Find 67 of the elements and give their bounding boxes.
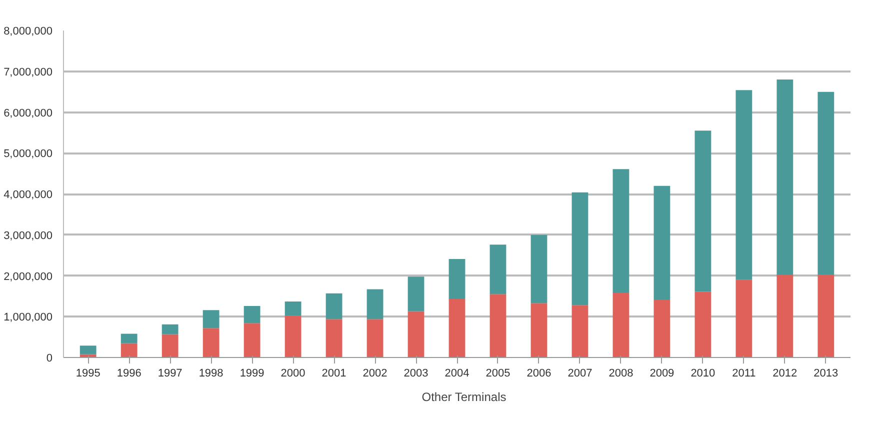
bar bbox=[366, 319, 384, 358]
bar bbox=[326, 293, 342, 320]
bar bbox=[490, 244, 506, 294]
bar bbox=[80, 346, 96, 354]
bar bbox=[530, 303, 548, 358]
y-tick-label: 8,000,000 bbox=[4, 26, 52, 38]
x-tick-label: 1997 bbox=[158, 368, 182, 380]
x-tick-label: 1996 bbox=[116, 368, 142, 380]
x-tick-label: 2010 bbox=[690, 368, 716, 380]
bar bbox=[80, 354, 96, 358]
bar bbox=[818, 274, 834, 358]
bar bbox=[244, 323, 260, 358]
bar bbox=[490, 294, 506, 358]
bar bbox=[120, 334, 138, 344]
bar bbox=[162, 324, 178, 334]
bar bbox=[408, 311, 424, 358]
x-tick-label: 2007 bbox=[568, 368, 592, 380]
bar bbox=[408, 276, 424, 312]
bar bbox=[448, 258, 466, 300]
x-tick-label: 1998 bbox=[198, 368, 224, 380]
bar bbox=[776, 80, 794, 275]
bar bbox=[736, 280, 752, 358]
x-tick-label: 2004 bbox=[444, 368, 470, 380]
y-tick-label: 0 bbox=[46, 352, 53, 364]
bar bbox=[284, 316, 302, 358]
x-tick-label: 2005 bbox=[486, 368, 510, 380]
x-tick-label: 2011 bbox=[732, 368, 756, 380]
bar bbox=[162, 334, 178, 358]
x-tick-label: 2013 bbox=[814, 368, 838, 380]
y-tick-label: 5,000,000 bbox=[4, 148, 52, 160]
y-tick-label: 6,000,000 bbox=[4, 107, 52, 120]
x-tick-label: 2009 bbox=[650, 368, 674, 380]
bar bbox=[654, 299, 670, 358]
bar bbox=[366, 289, 384, 320]
bar bbox=[448, 299, 466, 358]
x-tick-label: 2012 bbox=[772, 368, 798, 380]
bar bbox=[612, 292, 630, 358]
bar bbox=[736, 90, 752, 280]
bar bbox=[694, 130, 712, 292]
bar bbox=[572, 192, 588, 306]
bar bbox=[244, 306, 260, 324]
bar bbox=[654, 186, 670, 300]
bar bbox=[202, 328, 220, 358]
y-tick-label: 1,000,000 bbox=[4, 312, 52, 324]
bar bbox=[120, 343, 138, 358]
bar bbox=[202, 310, 220, 328]
text: Other Terminals bbox=[422, 390, 506, 404]
x-tick-label: 2008 bbox=[608, 368, 634, 380]
bar bbox=[284, 302, 302, 316]
bar bbox=[326, 319, 342, 358]
bar bbox=[694, 292, 712, 358]
y-tick-label: 7,000,000 bbox=[4, 66, 52, 78]
bar bbox=[818, 92, 834, 275]
y-tick-label: 2,000,000 bbox=[4, 270, 52, 283]
bar bbox=[530, 234, 548, 304]
x-tick-label: 2002 bbox=[362, 368, 388, 380]
x-tick-label: 1999 bbox=[240, 368, 264, 380]
bar bbox=[572, 305, 588, 358]
y-tick-label: 4,000,000 bbox=[4, 189, 52, 201]
x-tick-label: 1995 bbox=[76, 368, 100, 380]
x-tick-label: 2001 bbox=[322, 368, 346, 380]
bar bbox=[612, 169, 630, 293]
x-tick-label: 2006 bbox=[526, 368, 552, 380]
bar bbox=[776, 274, 794, 358]
x-tick-label: 2000 bbox=[280, 368, 306, 380]
y-tick-label: 3,000,000 bbox=[4, 230, 52, 242]
x-tick-label: 2003 bbox=[404, 368, 428, 380]
